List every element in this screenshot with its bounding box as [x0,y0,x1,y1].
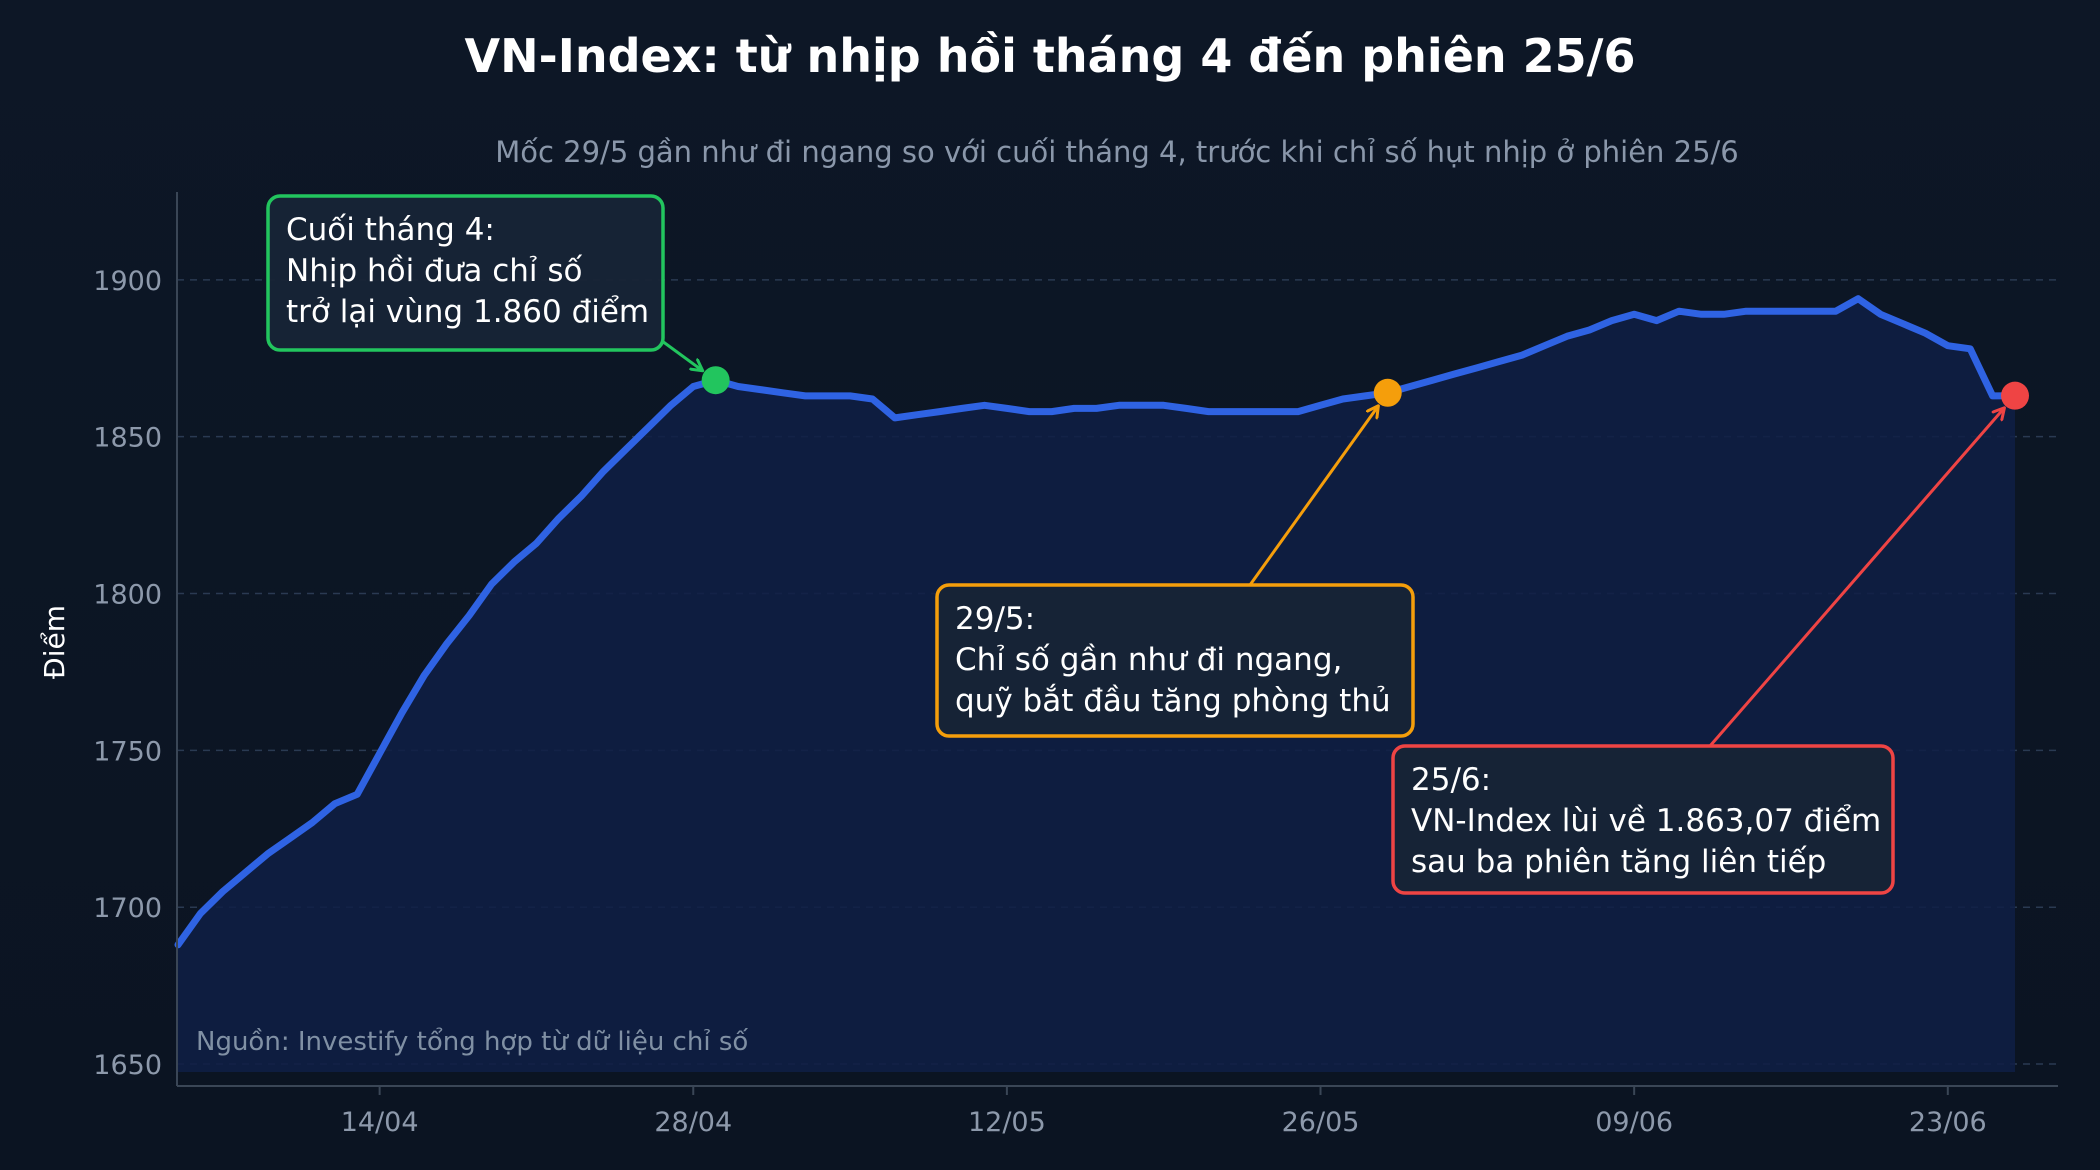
x-tick-label: 23/06 [1909,1107,1987,1138]
annotation-text-line: trở lại vùng 1.860 điểm [286,294,649,330]
x-tick-label: 28/04 [654,1107,732,1138]
x-tick-label: 09/06 [1595,1107,1673,1138]
chart-title: VN-Index: từ nhịp hồi tháng 4 đến phiên … [465,29,1636,83]
highlight-points [701,366,2029,410]
y-tick-label: 1850 [93,423,162,454]
y-tick-label: 1750 [93,736,162,767]
annotation-text-line: sau ba phiên tăng liên tiếp [1411,844,1826,880]
x-tick-label: 12/05 [968,1107,1046,1138]
highlight-point [701,366,730,395]
x-tick-label: 26/05 [1282,1107,1360,1138]
annotation-arrow [1248,407,1378,586]
x-tick-label: 14/04 [341,1107,419,1138]
annotation-text-line: quỹ bắt đầu tăng phòng thủ [955,683,1391,719]
x-tick-labels: 14/04 28/04 12/05 26/05 09/06 23/06 [341,1086,1987,1138]
annotation-text-line: 29/5: [955,601,1035,637]
annotation-text-line: VN-Index lùi về 1.863,07 điểm [1411,803,1881,839]
annotation-text-line: Nhịp hồi đưa chỉ số [286,253,583,289]
y-tick-label: 1800 [93,580,162,611]
annotation-arrows [661,339,2004,747]
annotation-text-line: Cuối tháng 4: [286,212,495,248]
y-tick-labels: 1650 1700 1750 1800 1850 1900 [93,266,162,1081]
source-note: Nguồn: Investify tổng hợp từ dữ liệu chỉ… [196,1026,748,1057]
annotation-box [266,194,665,352]
chart-subtitle: Mốc 29/5 gần như đi ngang so với cuối th… [495,135,1739,169]
annotation-box [935,583,1415,738]
highlight-point [2001,381,2029,410]
annotation-arrow [1708,409,2004,747]
y-tick-label: 1650 [93,1050,162,1081]
y-axis-label: Điểm [38,605,71,679]
annotation-text-line: 25/6: [1411,762,1491,798]
y-tick-label: 1700 [93,893,162,924]
series-line-layer [174,295,2019,949]
highlight-point [1373,378,1402,407]
annotation-arrow [661,339,702,370]
annotations: Cuối tháng 4: Nhịp hồi đưa chỉ số trở lại … [266,194,1895,895]
series-line [174,295,2019,949]
y-tick-label: 1900 [93,266,162,297]
annotation-text-line: Chỉ số gần như đi ngang, [955,642,1342,678]
annotation-box [1391,744,1895,895]
